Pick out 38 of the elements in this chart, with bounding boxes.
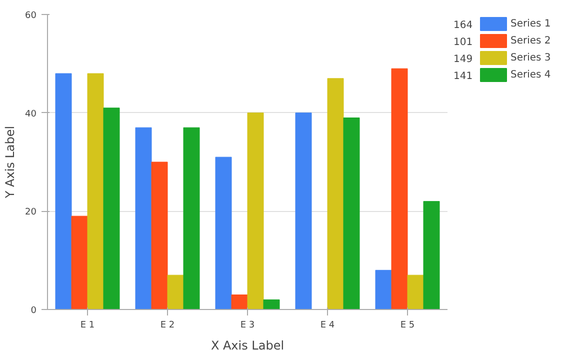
y-tick-label: 0 [30,306,37,316]
bar [87,73,104,310]
bar [391,68,408,310]
bar [407,274,424,310]
x-axis-title: X Axis Label [210,338,284,350]
bar [103,108,120,310]
legend-label: Series 3 [510,52,551,64]
bar [215,156,232,310]
x-tick-label: E 3 [240,320,255,330]
bar [343,118,360,310]
legend-label: Series 2 [510,36,551,46]
bar [327,78,344,310]
bar [71,216,88,310]
y-axis-title: Y Axis Label [3,126,18,200]
bar [247,112,264,310]
bar [183,127,200,310]
bar [231,294,248,310]
legend-label: Series 1 [510,18,551,30]
bar [295,112,312,310]
bar [423,201,440,310]
bar [263,299,280,310]
x-tick-label: E 2 [160,320,175,330]
bar [151,162,168,310]
x-tick-label: E 1 [80,320,95,330]
legend-label: Series 4 [510,70,551,80]
text: 101 [454,37,473,48]
y-tick-label: 20 [25,208,37,218]
bar [375,270,392,310]
bar [167,274,184,310]
text: 141 [454,71,473,82]
y-tick-label: 40 [25,109,37,120]
text: 164 [454,20,473,31]
x-tick-label: E 4 [320,320,335,330]
bar [135,127,152,310]
x-tick-label: E 5 [400,320,415,330]
bar [55,73,72,310]
y-tick-label: 60 [25,11,37,21]
text: 149 [454,54,473,65]
